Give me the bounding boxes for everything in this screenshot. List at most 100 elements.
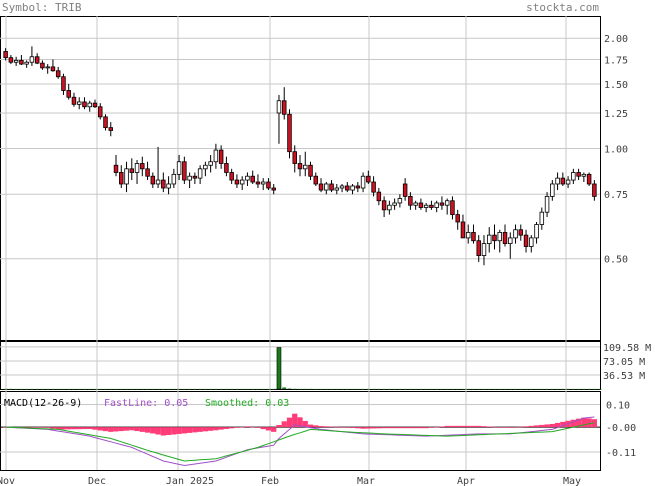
volume-bar [508,388,513,390]
candle [61,73,66,95]
macd-hist-bar [386,427,392,429]
volume-bar [240,388,245,390]
macd-hist-bar [365,427,371,429]
candle-body [429,204,434,208]
candle-body [213,149,219,163]
macd-hist-bar [192,427,198,433]
volume-bar [466,388,471,390]
candle-body [61,76,66,91]
candle-body [281,100,287,115]
volume-bar [287,388,292,390]
macd-hist-bar [71,427,77,430]
volume-bar [266,388,271,390]
volume-bar [45,388,50,390]
volume-bar [361,388,366,390]
candle-body [329,183,334,191]
volume-bar [171,388,176,390]
candle [229,168,234,184]
volume-bar [324,388,329,390]
volume-bar [92,388,97,390]
volume-bar [445,388,450,390]
volume-bar [250,388,255,390]
macd-hist-bar [223,427,230,429]
x-axis-label: Feb [261,476,279,486]
candle-body [539,211,545,225]
candle-body [76,101,82,105]
candle-body [592,183,597,197]
candle [192,172,198,184]
candle [392,198,397,210]
macd-hist-bar [544,424,550,428]
candle-body [145,168,150,177]
candle [34,53,40,65]
macd-hist-bar [155,427,161,435]
macd-hist-bar [129,427,135,431]
candle [287,109,292,159]
volume-bar [245,388,250,390]
volume-bar [566,388,571,390]
macd-hist-bar [297,417,303,428]
macd-hist-bar [460,425,466,428]
volume-bar [476,388,481,390]
candle [350,183,355,195]
volume-bar [87,388,92,390]
macd-hist-bar [244,426,251,428]
macd-hist-bar [507,427,513,428]
x-axis-label: Apr [457,476,475,486]
macd-hist-bar [265,427,272,431]
macd-hist-bar [376,427,382,429]
candle [134,160,140,184]
candle [218,145,224,169]
candle [13,56,19,66]
candle-body [224,163,229,173]
macd-hist-bar [407,427,414,429]
candle [129,158,135,181]
volume-bar [124,388,129,390]
volume-bar [534,388,539,390]
candle [334,183,340,195]
volume-bar [61,388,66,390]
candle [92,99,98,108]
volume-bar [3,388,8,390]
volume-bar [129,388,134,390]
candle-body [571,172,576,181]
candle-body [245,175,250,181]
volume-bar [571,388,576,390]
macd-hist-bar [150,427,156,434]
candle-body [544,195,550,213]
candle [171,168,177,189]
candle-body [155,179,161,185]
candle [245,172,250,186]
candle-body [345,185,350,191]
volume-bar [103,388,108,390]
volume-tick-label: 109.58 M [603,343,651,354]
volume-bar [187,388,192,390]
candle [182,156,187,184]
candle-body [13,59,19,63]
candle-body [113,164,119,173]
macd-hist-bar [581,417,587,428]
candle [339,183,345,193]
candle [418,198,424,210]
macd-hist-bar [397,427,403,429]
volume-panel [0,341,601,390]
candle-body [203,164,208,170]
volume-bar [19,388,24,390]
candle-body [82,101,87,108]
candle [155,146,161,189]
candle [523,229,529,253]
candle [455,209,460,230]
volume-bar [14,388,19,390]
candle-body [576,172,581,177]
candle [87,100,92,112]
volume-bar [114,388,119,390]
macd-hist-bar [218,427,224,430]
volume-bar [587,388,592,390]
candle-body [339,185,345,189]
candle [124,161,129,193]
macd-hist-bar [423,427,429,429]
candle-body [134,163,140,173]
candle-body [402,183,408,197]
candle [381,196,387,218]
candle [260,178,266,191]
